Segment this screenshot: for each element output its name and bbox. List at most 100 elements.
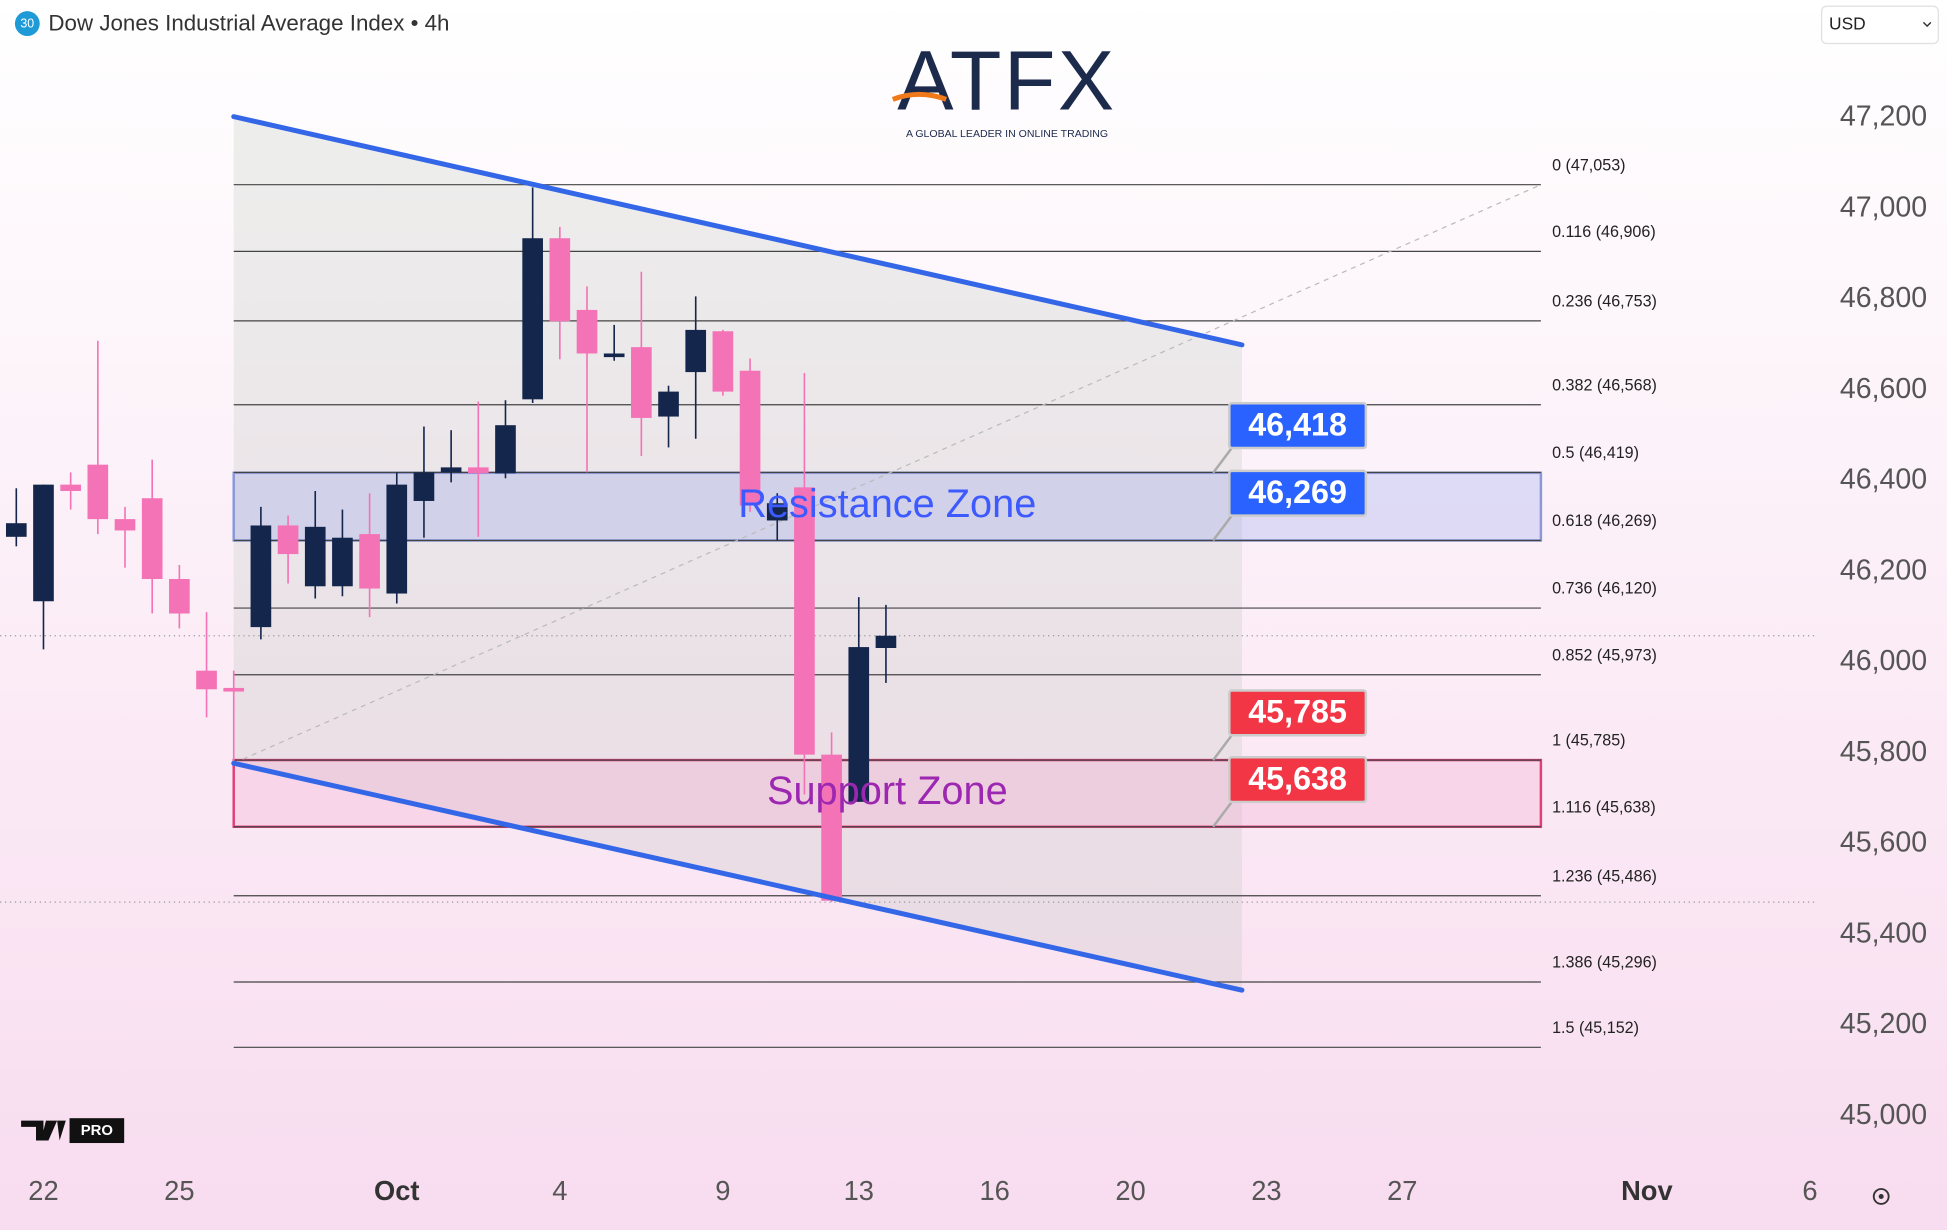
pro-badge bbox=[69, 1118, 125, 1144]
price-tag-label: 46,269 bbox=[1248, 474, 1347, 510]
candle-body bbox=[114, 519, 136, 531]
fib-label: 1.236 (45,486) bbox=[1552, 867, 1657, 885]
x-tick-label: 13 bbox=[844, 1175, 874, 1206]
logo-tagline: A GLOBAL LEADER IN ONLINE TRADING bbox=[906, 128, 1108, 140]
price-tag-label: 46,418 bbox=[1248, 406, 1347, 442]
candle-body bbox=[304, 526, 326, 587]
channel-line bbox=[231, 760, 1245, 993]
candle-body bbox=[875, 635, 897, 648]
price-tag bbox=[1228, 755, 1368, 804]
channel-line bbox=[231, 114, 1245, 348]
symbol-icon bbox=[14, 11, 40, 37]
x-tick-label: 16 bbox=[979, 1175, 1009, 1206]
candle-body bbox=[495, 425, 516, 474]
candle-body bbox=[467, 467, 489, 474]
candle-body bbox=[250, 525, 272, 628]
candle-body bbox=[413, 472, 435, 501]
plot: 0 (47,053) 0.116 (46,906) 0.236 (46,753) 0.… bbox=[0, 101, 1927, 1206]
y-tick-label: 47,200 bbox=[1840, 101, 1927, 133]
channel-area bbox=[233, 116, 1242, 991]
candle-body bbox=[169, 579, 190, 614]
candle-body bbox=[141, 498, 163, 580]
y-tick-label: 45,600 bbox=[1840, 827, 1927, 859]
fib-label: 1.386 (45,296) bbox=[1552, 954, 1657, 972]
candle-body bbox=[332, 537, 353, 587]
fib-label: 0.736 (46,120) bbox=[1552, 580, 1657, 598]
x-tick-label: 22 bbox=[28, 1175, 58, 1206]
y-tick-label: 46,600 bbox=[1840, 373, 1927, 405]
candle-body bbox=[60, 484, 81, 491]
fib-label: 0.5 (46,419) bbox=[1552, 444, 1639, 462]
fib-label: 1.116 (45,638) bbox=[1552, 798, 1656, 816]
tv-logo bbox=[21, 1120, 66, 1141]
candle-body bbox=[685, 329, 707, 373]
y-tick-label: 45,800 bbox=[1840, 736, 1927, 768]
candle-body bbox=[821, 754, 842, 901]
y-tick-label: 46,000 bbox=[1840, 645, 1927, 677]
zone-label: Support Zone bbox=[767, 769, 1008, 813]
pro-label: PRO bbox=[81, 1123, 113, 1139]
candle-body bbox=[87, 464, 109, 520]
candle-body bbox=[196, 670, 217, 690]
x-tick-label: 9 bbox=[715, 1175, 730, 1206]
price-tag-label: 45,785 bbox=[1248, 694, 1347, 730]
price-tag bbox=[1228, 469, 1368, 517]
currency: USD bbox=[1829, 13, 1866, 33]
price-tag bbox=[1228, 402, 1368, 450]
chart-title: Dow Jones Industrial Average Index • 4h bbox=[48, 11, 449, 36]
candle-body bbox=[603, 353, 625, 358]
fib-label: 1 (45,785) bbox=[1552, 732, 1625, 750]
zone-label: Resistance Zone bbox=[738, 482, 1036, 526]
y-tick-label: 46,200 bbox=[1840, 554, 1927, 586]
settings-icon-dot bbox=[1878, 1193, 1884, 1199]
dropdown-arrow bbox=[1922, 21, 1932, 28]
candle-body bbox=[631, 347, 652, 418]
y-tick-label: 45,000 bbox=[1840, 1099, 1927, 1131]
x-tick-label: 27 bbox=[1387, 1175, 1417, 1206]
x-tick-label: 6 bbox=[1802, 1175, 1817, 1206]
candle-body bbox=[33, 484, 54, 602]
fib-label: 0.116 (46,906) bbox=[1552, 223, 1656, 241]
price-tag bbox=[1228, 689, 1368, 737]
candle-body bbox=[576, 309, 598, 354]
x-tick-label: 4 bbox=[552, 1175, 567, 1206]
candle-body bbox=[277, 525, 299, 555]
logo-swoosh bbox=[891, 91, 948, 102]
logo: ATFX bbox=[897, 33, 1116, 127]
candle-body bbox=[766, 503, 788, 521]
y-tick-label: 46,400 bbox=[1840, 464, 1927, 496]
currency-select[interactable] bbox=[1820, 5, 1939, 45]
y-tick-label: 45,200 bbox=[1840, 1008, 1927, 1040]
x-tick-label: Nov bbox=[1621, 1175, 1673, 1206]
price-tag-label: 45,638 bbox=[1248, 760, 1347, 796]
fib-label: 0.382 (46,568) bbox=[1552, 376, 1657, 394]
candle-body bbox=[794, 487, 815, 755]
fib-label: 0.618 (46,269) bbox=[1552, 512, 1657, 530]
candle-body bbox=[386, 484, 408, 594]
x-tick-label: 25 bbox=[164, 1175, 194, 1206]
candle-body bbox=[223, 687, 245, 692]
candle-body bbox=[359, 534, 380, 589]
x-tick-label: 23 bbox=[1251, 1175, 1281, 1206]
fib-label: 0.236 (46,753) bbox=[1552, 292, 1657, 310]
fib-label: 0 (47,053) bbox=[1552, 156, 1625, 174]
settings-icon[interactable] bbox=[1872, 1188, 1890, 1205]
candle-body bbox=[712, 331, 734, 392]
candle-body bbox=[549, 238, 571, 322]
fib-label: 1.5 (45,152) bbox=[1552, 1019, 1639, 1037]
y-tick-label: 47,000 bbox=[1840, 191, 1927, 223]
candle-body bbox=[522, 238, 543, 400]
candle-body bbox=[739, 370, 761, 506]
y-tick-label: 45,400 bbox=[1840, 917, 1927, 949]
y-tick-label: 46,800 bbox=[1840, 282, 1927, 314]
x-tick-label: Oct bbox=[374, 1175, 420, 1206]
x-tick-label: 20 bbox=[1115, 1175, 1145, 1206]
candle-body bbox=[5, 523, 27, 537]
candle-body bbox=[848, 647, 870, 802]
candle-body bbox=[440, 467, 462, 473]
symbol-badge: 30 bbox=[20, 17, 34, 31]
fib-label: 0.852 (45,973) bbox=[1552, 646, 1657, 664]
candle-body bbox=[658, 391, 679, 417]
